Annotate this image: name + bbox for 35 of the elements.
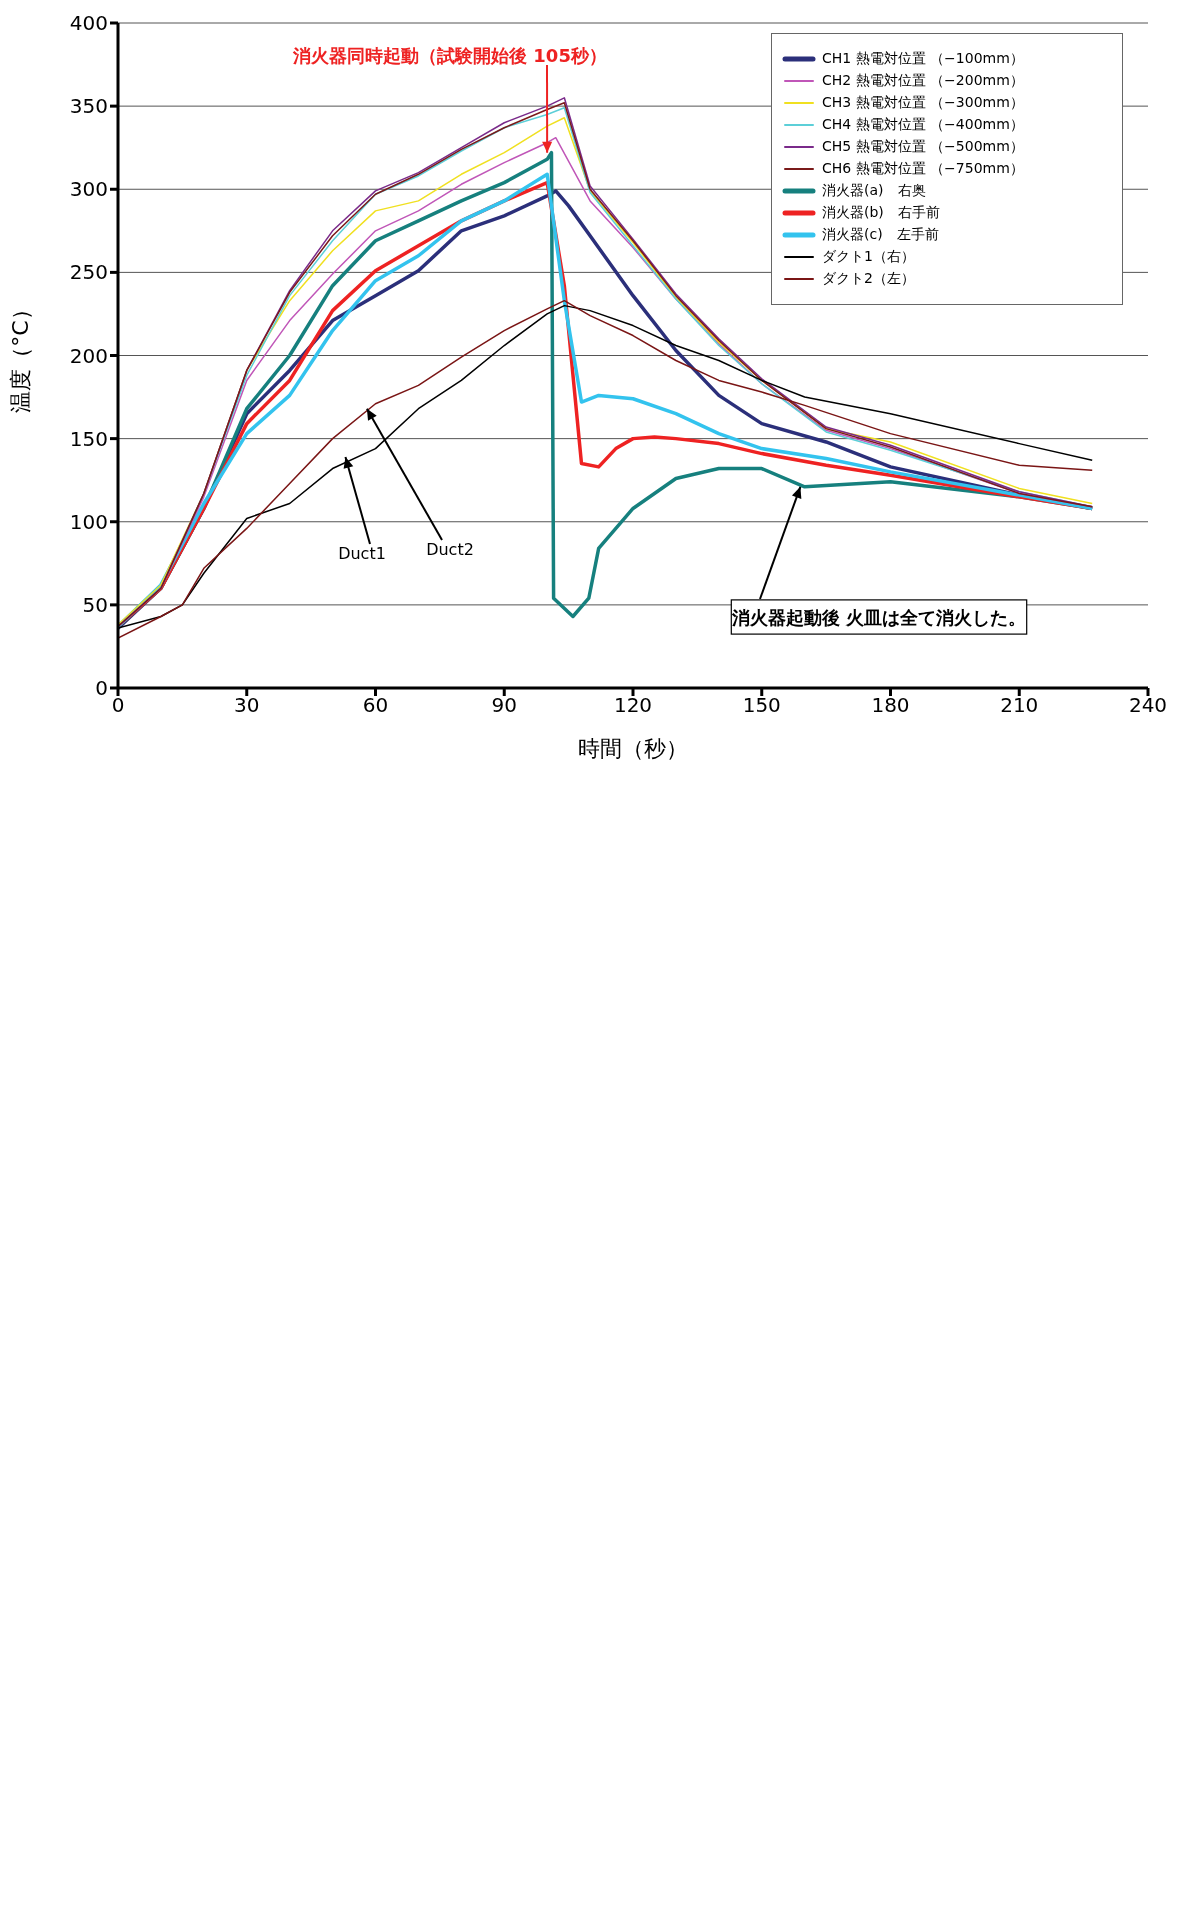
y-tick-label: 0 — [95, 676, 108, 701]
y-tick-label: 300 — [69, 177, 108, 202]
y-axis-title: 温度（°C） — [7, 298, 33, 413]
y-tick-label: 100 — [69, 509, 108, 534]
annotation: 消火器同時起動（試験開始後 105秒） — [292, 44, 607, 66]
legend-label: ダクト2（左） — [822, 270, 915, 288]
x-tick-label: 60 — [362, 693, 389, 718]
y-tick-label: 50 — [82, 592, 108, 617]
legend-label: 消火器(c) 左手前 — [822, 226, 939, 244]
annotation: Duct2 — [426, 539, 474, 559]
legend-label: CH6 熱電対位置 （−750mm） — [822, 160, 1024, 178]
legend-label: CH1 熱電対位置 （−100mm） — [822, 50, 1024, 68]
x-tick-label: 180 — [871, 693, 910, 718]
x-tick-label: 210 — [1000, 693, 1039, 718]
legend-label: CH2 熱電対位置 （−200mm） — [822, 72, 1024, 90]
annotation: 消火器起動後 火皿は全て消火した。 — [730, 606, 1027, 628]
x-tick-label: 120 — [613, 693, 653, 718]
annotation: Duct1 — [338, 543, 386, 563]
legend-label: CH3 熱電対位置 （−300mm） — [822, 94, 1024, 112]
legend-label: 消火器(b) 右手前 — [822, 204, 940, 222]
x-tick-label: 90 — [491, 693, 517, 718]
y-tick-label: 350 — [69, 94, 108, 119]
legend-label: CH4 熱電対位置 （−400mm） — [822, 116, 1024, 134]
y-tick-label: 150 — [69, 426, 108, 451]
y-tick-label: 400 — [69, 11, 108, 36]
x-tick-label: 150 — [742, 693, 781, 718]
x-axis-title: 時間（秒） — [578, 736, 688, 761]
legend-label: CH5 熱電対位置 （−500mm） — [822, 138, 1024, 156]
x-tick-label: 240 — [1128, 693, 1168, 718]
legend-label: 消火器(a) 右奥 — [822, 182, 926, 200]
y-tick-label: 200 — [69, 343, 108, 368]
x-tick-label: 30 — [234, 693, 260, 718]
y-tick-label: 250 — [69, 260, 108, 285]
legend-label: ダクト1（右） — [822, 248, 915, 266]
x-tick-label: 0 — [111, 693, 125, 718]
